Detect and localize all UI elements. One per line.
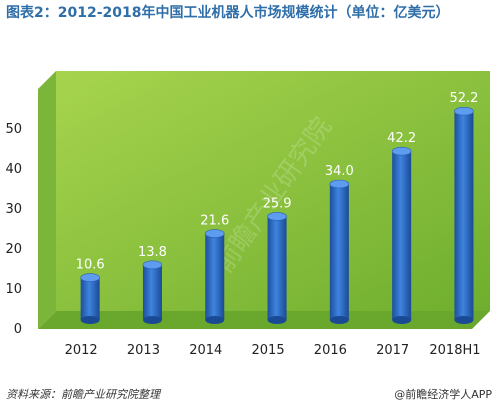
x-tick-label: 2014 [189,343,222,358]
bar-top [204,229,225,238]
bar-base [80,316,100,324]
x-tick-label: 2015 [252,343,285,358]
bar [80,277,100,320]
plot-side-wall [38,71,56,329]
bar [329,184,349,320]
bar-top [267,212,287,221]
bar-value-label: 52.2 [449,91,478,106]
bar-value-label: 42.2 [387,131,416,146]
plot-back-wall [56,71,490,311]
y-tick-label: 40 [5,162,22,177]
bar [392,151,412,320]
bar [142,264,162,320]
bar-base [205,316,225,324]
x-tick-label: 2016 [314,343,347,358]
chart-title: 图表2：2012-2018年中国工业机器人市场规模统计（单位：亿美元） [6,5,450,21]
y-tick-label: 10 [5,282,22,297]
x-tick-label: 2012 [65,343,98,358]
plot-floor [38,311,490,329]
bar-base [267,316,287,324]
bar-top [329,179,350,189]
bar [205,233,225,320]
y-tick-label: 30 [5,202,22,217]
brand-label: @前瞻经济学人APP [394,388,492,401]
bar-value-label: 34.0 [325,164,354,179]
bar-top [454,106,474,116]
bar-value-label: 10.6 [76,258,105,273]
y-tick-label: 50 [5,122,22,137]
bar-base [142,316,162,324]
y-tick-label: 0 [14,322,22,337]
bar [454,111,474,320]
bar-value-label: 21.6 [200,214,229,229]
bar-value-label: 25.9 [263,196,292,211]
bar-top [142,260,163,270]
bar-top [80,273,100,282]
bar-base [392,316,412,324]
bar-top [391,146,412,156]
bar-base [454,316,474,324]
bar-value-label: 13.8 [138,245,167,260]
x-tick-label: 2017 [376,343,409,358]
x-tick-label: 2013 [127,343,160,358]
source-note: 资料来源：前瞻产业研究院整理 [6,388,160,401]
bar [267,216,287,320]
bar-base [329,316,349,324]
y-tick-label: 20 [5,242,22,257]
x-tick-label: 2018H1 [429,343,480,358]
